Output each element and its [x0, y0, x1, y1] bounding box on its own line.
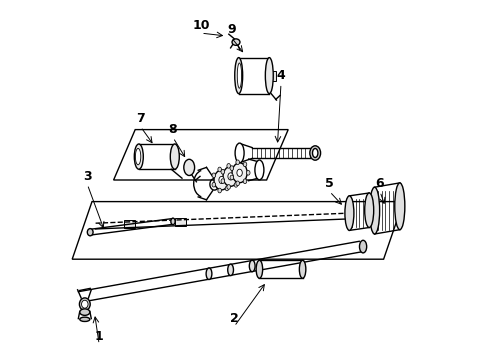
Ellipse shape: [219, 176, 224, 184]
Ellipse shape: [234, 183, 238, 187]
Ellipse shape: [228, 173, 233, 180]
Ellipse shape: [235, 58, 243, 94]
Ellipse shape: [237, 63, 242, 88]
Text: 4: 4: [277, 69, 285, 82]
Polygon shape: [175, 218, 186, 226]
Ellipse shape: [255, 160, 264, 180]
Text: 10: 10: [193, 19, 210, 32]
Ellipse shape: [232, 39, 240, 45]
Ellipse shape: [134, 144, 143, 169]
Text: 7: 7: [136, 112, 145, 125]
Ellipse shape: [80, 317, 90, 321]
Ellipse shape: [360, 240, 367, 253]
Ellipse shape: [236, 181, 240, 186]
Polygon shape: [124, 220, 135, 228]
Ellipse shape: [369, 187, 380, 234]
Ellipse shape: [218, 188, 221, 193]
Ellipse shape: [184, 159, 195, 175]
Text: 9: 9: [227, 23, 236, 36]
Ellipse shape: [310, 146, 320, 160]
Ellipse shape: [221, 179, 224, 184]
Ellipse shape: [299, 260, 306, 278]
Ellipse shape: [228, 178, 232, 183]
Ellipse shape: [234, 166, 238, 170]
Ellipse shape: [313, 149, 318, 158]
Ellipse shape: [225, 186, 229, 191]
Ellipse shape: [135, 148, 141, 165]
Ellipse shape: [228, 264, 233, 276]
Polygon shape: [114, 130, 288, 180]
Ellipse shape: [230, 175, 234, 180]
Ellipse shape: [256, 260, 263, 278]
Ellipse shape: [227, 163, 230, 168]
Ellipse shape: [365, 193, 374, 228]
Text: 5: 5: [325, 177, 334, 190]
Ellipse shape: [212, 173, 216, 177]
Ellipse shape: [223, 166, 238, 186]
Ellipse shape: [345, 196, 354, 230]
Ellipse shape: [80, 309, 90, 315]
Ellipse shape: [212, 183, 216, 187]
Ellipse shape: [81, 300, 88, 308]
Polygon shape: [268, 71, 276, 81]
Ellipse shape: [218, 167, 221, 172]
Ellipse shape: [236, 160, 240, 165]
Ellipse shape: [79, 298, 90, 310]
Ellipse shape: [206, 268, 212, 279]
Ellipse shape: [221, 169, 224, 174]
Text: 2: 2: [230, 312, 239, 325]
Ellipse shape: [232, 163, 247, 183]
Text: 6: 6: [376, 177, 384, 190]
Ellipse shape: [214, 170, 229, 190]
Ellipse shape: [237, 169, 242, 176]
Text: 1: 1: [95, 330, 103, 343]
Ellipse shape: [243, 162, 247, 167]
Ellipse shape: [266, 58, 273, 94]
Ellipse shape: [243, 179, 247, 184]
Polygon shape: [72, 202, 403, 259]
Ellipse shape: [235, 143, 244, 163]
Ellipse shape: [395, 183, 405, 230]
Ellipse shape: [227, 185, 230, 189]
Text: 3: 3: [83, 170, 92, 183]
Text: 8: 8: [169, 123, 177, 136]
Ellipse shape: [225, 169, 229, 174]
Ellipse shape: [87, 229, 93, 236]
Ellipse shape: [238, 174, 241, 179]
Ellipse shape: [230, 166, 234, 170]
Ellipse shape: [171, 218, 175, 225]
Ellipse shape: [246, 171, 250, 175]
Ellipse shape: [249, 260, 255, 272]
Ellipse shape: [171, 144, 179, 169]
